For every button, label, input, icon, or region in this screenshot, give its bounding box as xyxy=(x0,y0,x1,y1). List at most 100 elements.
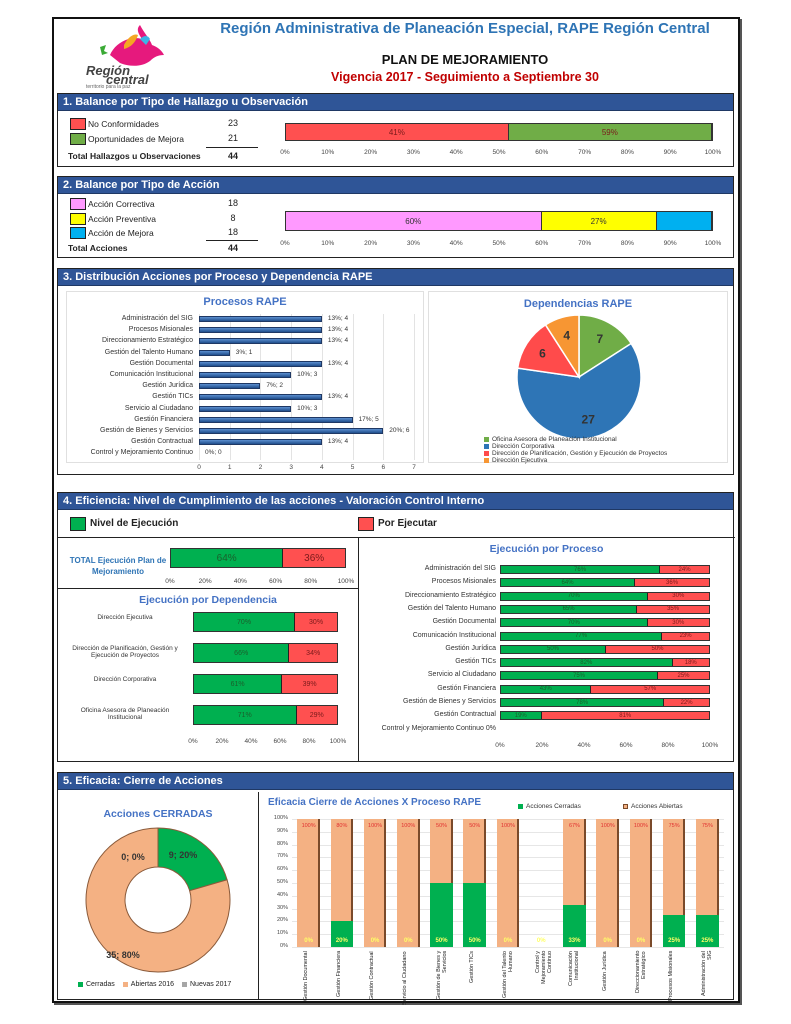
stacked-bar: 66% 34% xyxy=(193,643,338,663)
eficacia-proceso-title: Eficacia Cierre de Acciones X Proceso RA… xyxy=(268,797,482,808)
category-label: Gestión TICs xyxy=(468,951,475,983)
data-label-cerradas: 50% xyxy=(435,938,448,944)
column-segment-cerradas xyxy=(463,883,487,947)
category-label: Servicio al Ciudadano xyxy=(427,671,496,679)
legend-label: Dirección de Planificación, Gestión y Ej… xyxy=(492,450,668,457)
data-label: 17%; 5 xyxy=(358,415,379,423)
legend-item-abiertas: Acciones Abiertas xyxy=(623,803,683,810)
pie-legend: Oficina Asesora de Planeación Institucio… xyxy=(484,436,724,464)
bar-segment-pendiente: 57% xyxy=(590,685,709,693)
ejec-proceso-title: Ejecución por Proceso xyxy=(489,543,604,555)
axis-tick-label: 40% xyxy=(233,578,247,585)
legend-item: Oficina Asesora de Planeación Institucio… xyxy=(484,436,724,443)
axis-tick-label: 4 xyxy=(320,463,324,471)
legend-label: Oficina Asesora de Planeación Institucio… xyxy=(492,436,617,443)
category-label: Gestión Documental xyxy=(432,618,496,626)
category-label: Dirección Corporativa xyxy=(93,676,157,683)
hallazgos-bar: 41% 59% xyxy=(285,123,713,141)
bar-segment-ejecutado: 61% xyxy=(194,675,282,693)
donut-slice xyxy=(157,827,228,892)
bar xyxy=(199,405,292,412)
bar-segment: 59% xyxy=(508,124,712,140)
category-label: Gestión del Talento Humano xyxy=(407,604,496,612)
bar-segment-pendiente: 18% xyxy=(671,659,709,667)
page-frame xyxy=(52,17,740,1003)
axis-tick-label: 50% xyxy=(276,879,288,885)
category-label: Gestión de Bienes y Servicios xyxy=(100,427,193,434)
bar xyxy=(199,327,322,334)
legend-swatch-por-ejecutar xyxy=(358,517,374,531)
bar-segment-ejecutado: 70% xyxy=(501,619,647,627)
stacked-bar: 77% 23% xyxy=(500,631,710,641)
axis-tick-label: 0% xyxy=(280,943,288,949)
data-label: 3%; 1 xyxy=(235,348,253,356)
column-segment-abiertas xyxy=(662,819,686,915)
column-segment-cerradas xyxy=(430,883,453,947)
legend-swatch-no-conformidades xyxy=(70,118,86,130)
data-label-abiertas: 100% xyxy=(600,823,615,829)
bar-segment: 60% xyxy=(286,212,542,230)
stacked-column: 50% 50% xyxy=(463,819,487,947)
section-header: 5. Eficacia: Cierre de Acciones xyxy=(58,773,733,790)
total-ejecucion-bar: 64% 36% xyxy=(170,548,346,568)
gridline xyxy=(414,314,415,460)
legend-label: Acción Preventiva xyxy=(88,214,157,224)
column-segment-cerradas xyxy=(696,915,719,947)
bar-segment-pendiente: 35% xyxy=(636,605,709,613)
region-central-logo: Región central territorio para la paz xyxy=(80,25,170,90)
ejec-dependencia-title: Ejecución por Dependencia xyxy=(139,594,277,606)
data-label-cerradas: 0% xyxy=(636,938,646,944)
legend-swatch xyxy=(78,981,83,987)
bar-segment: 27% xyxy=(541,212,657,230)
axis-tick-label: 10% xyxy=(321,240,335,247)
category-label: Oficina Asesora de Planeación Institucio… xyxy=(80,707,170,721)
legend-swatch xyxy=(484,436,489,442)
axis-tick-label: 30% xyxy=(406,240,420,247)
legend-label: Oportunidades de Mejora xyxy=(88,134,184,144)
axis-tick-label: 80% xyxy=(661,741,675,749)
category-label: Control y Mejoramiento Continuo xyxy=(535,951,554,985)
bar-segment-ejecutado: 64% xyxy=(171,549,283,567)
gridline xyxy=(260,314,262,460)
legend-label: Cerradas xyxy=(86,981,115,988)
pie-label: 6 xyxy=(539,347,546,361)
category-label: Gestión Financiera xyxy=(335,951,342,998)
section-distribucion: 3. Distribución Acciones por Proceso y D… xyxy=(57,268,734,475)
axis-tick-label: 60% xyxy=(269,578,283,585)
data-label-abiertas: 80% xyxy=(336,823,348,829)
x-axis: 0% 20% 40% 60% 80% 100% xyxy=(495,741,718,752)
data-label-cerradas: 0% xyxy=(370,938,380,944)
category-label: Administración del SIG xyxy=(701,951,714,996)
dependencias-pie: 7 27 6 4 xyxy=(516,314,642,440)
axis-tick-label: 100% xyxy=(704,240,722,247)
bar-segment-pendiente: 24% xyxy=(659,566,709,573)
bar-segment-pendiente: 30% xyxy=(646,619,709,627)
column-segment-abiertas xyxy=(629,819,653,947)
data-label: 10%; 3 xyxy=(297,371,318,378)
axis-tick-label: 60% xyxy=(273,738,287,745)
axis-tick-label: 70% xyxy=(578,240,592,247)
divider xyxy=(258,792,259,999)
data-label: 7%; 2 xyxy=(266,382,284,390)
donut-slice xyxy=(85,827,231,973)
data-label: 13%; 4 xyxy=(327,393,349,401)
category-label: Gestión Documental xyxy=(302,951,309,1001)
axis-tick-label: 20% xyxy=(364,149,378,156)
divider xyxy=(58,537,735,538)
axis-tick-label: 60% xyxy=(535,240,549,247)
axis-tick-label: 5 xyxy=(350,463,355,471)
legend-item: Dirección Corporativa xyxy=(484,443,724,450)
x-axis: 0% 20% 40% 60% 80% 100% xyxy=(188,738,346,748)
pie-slice xyxy=(544,314,580,380)
axis-tick-label: 7 xyxy=(412,463,416,471)
legend-swatch xyxy=(484,443,489,449)
legend-swatch xyxy=(518,803,523,809)
axis-tick-label: 20% xyxy=(364,240,378,247)
column-segment-abiertas xyxy=(397,819,420,947)
axis-tick-label: 60% xyxy=(619,741,633,749)
category-label: Gestión Financiera xyxy=(134,415,193,423)
data-label-abiertas: 75% xyxy=(701,823,713,829)
stacked-bar: 75% 25% xyxy=(500,671,710,681)
axis-tick-label: 20% xyxy=(276,917,288,924)
legend-label: Nuevas 2017 xyxy=(190,981,232,988)
